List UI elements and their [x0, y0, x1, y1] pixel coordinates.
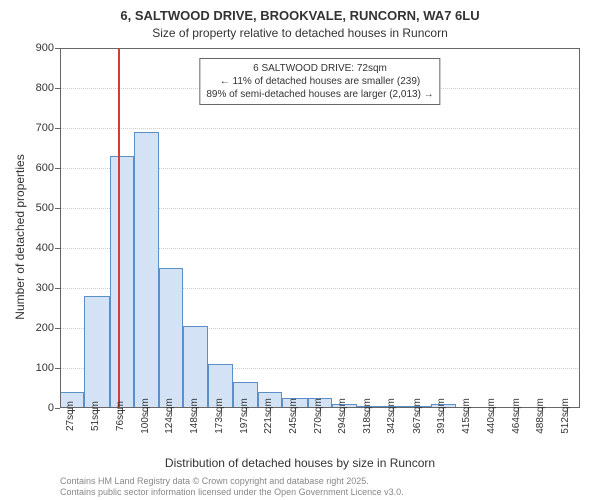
- footer-text: Contains HM Land Registry data © Crown c…: [60, 476, 404, 498]
- y-tick-label: 200: [0, 322, 54, 334]
- x-tick-label: 488sqm: [535, 398, 546, 434]
- y-tick-mark: [55, 408, 60, 409]
- footer-line1: Contains HM Land Registry data © Crown c…: [60, 476, 404, 487]
- x-tick-label: 76sqm: [115, 401, 126, 431]
- x-tick-label: 440sqm: [486, 398, 497, 434]
- x-tick-label: 197sqm: [239, 398, 250, 434]
- x-tick-label: 51sqm: [90, 401, 101, 431]
- footer-line2: Contains public sector information licen…: [60, 487, 404, 498]
- x-tick-label: 270sqm: [313, 398, 324, 434]
- x-tick-label: 342sqm: [386, 398, 397, 434]
- y-tick-label: 600: [0, 162, 54, 174]
- x-tick-label: 391sqm: [436, 398, 447, 434]
- chart-title-line1: 6, SALTWOOD DRIVE, BROOKVALE, RUNCORN, W…: [0, 8, 600, 23]
- annotation-box: 6 SALTWOOD DRIVE: 72sqm ← 11% of detache…: [199, 58, 440, 105]
- y-tick-label: 500: [0, 202, 54, 214]
- annotation-line2: ← 11% of detached houses are smaller (23…: [206, 75, 433, 88]
- x-tick-label: 27sqm: [65, 401, 76, 431]
- x-axis-label: Distribution of detached houses by size …: [0, 456, 600, 470]
- annotation-line3: 89% of semi-detached houses are larger (…: [206, 88, 433, 101]
- y-tick-label: 100: [0, 362, 54, 374]
- y-tick-label: 300: [0, 282, 54, 294]
- chart-title-line2: Size of property relative to detached ho…: [0, 26, 600, 40]
- y-tick-label: 400: [0, 242, 54, 254]
- chart-container: 6, SALTWOOD DRIVE, BROOKVALE, RUNCORN, W…: [0, 0, 600, 500]
- x-tick-label: 148sqm: [189, 398, 200, 434]
- x-tick-label: 221sqm: [263, 398, 274, 434]
- annotation-line1: 6 SALTWOOD DRIVE: 72sqm: [206, 62, 433, 75]
- x-tick-label: 512sqm: [560, 398, 571, 434]
- x-tick-label: 464sqm: [511, 398, 522, 434]
- x-tick-label: 415sqm: [461, 398, 472, 434]
- x-tick-label: 294sqm: [337, 398, 348, 434]
- x-tick-label: 173sqm: [214, 398, 225, 434]
- plot-area: 27sqm51sqm76sqm100sqm124sqm148sqm173sqm1…: [60, 48, 580, 408]
- x-tick-label: 367sqm: [412, 398, 423, 434]
- y-tick-label: 900: [0, 42, 54, 54]
- x-tick-label: 100sqm: [140, 398, 151, 434]
- x-tick-label: 124sqm: [164, 398, 175, 434]
- y-tick-label: 800: [0, 82, 54, 94]
- x-tick-label: 245sqm: [288, 398, 299, 434]
- x-tick-label: 318sqm: [362, 398, 373, 434]
- y-tick-label: 700: [0, 122, 54, 134]
- y-tick-label: 0: [0, 402, 54, 414]
